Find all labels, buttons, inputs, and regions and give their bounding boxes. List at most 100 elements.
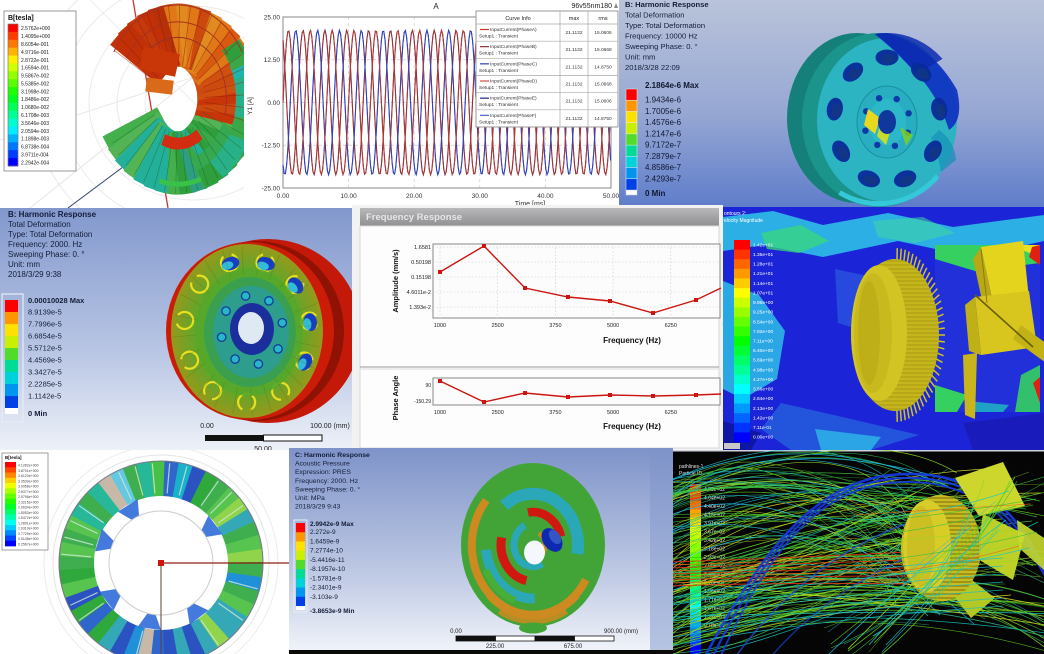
svg-text:1.8486e-002: 1.8486e-002 xyxy=(21,97,49,103)
svg-text:Setup1 : Transient: Setup1 : Transient xyxy=(479,102,519,108)
svg-text:InputCurrent(PhaseC): InputCurrent(PhaseC) xyxy=(490,61,537,67)
svg-text:Frequency (Hz): Frequency (Hz) xyxy=(603,422,661,431)
svg-text:2018/3/29 9:43: 2018/3/29 9:43 xyxy=(295,504,341,511)
svg-text:Frequency: 2000. Hz: Frequency: 2000. Hz xyxy=(295,478,359,485)
svg-text:Type: Total Deformation: Type: Total Deformation xyxy=(8,230,92,239)
svg-text:50.00: 50.00 xyxy=(254,446,272,453)
svg-text:6.40e+00: 6.40e+00 xyxy=(753,348,773,354)
svg-text:max: max xyxy=(569,16,580,22)
svg-text:5000: 5000 xyxy=(607,410,619,416)
svg-text:3.0958e+000: 3.0958e+000 xyxy=(18,485,39,489)
svg-text:9.7172e-7: 9.7172e-7 xyxy=(645,141,682,150)
svg-text:2.1864e-6 Max: 2.1864e-6 Max xyxy=(645,81,699,90)
svg-text:Particle ID: Particle ID xyxy=(679,471,702,477)
svg-text:Sweeping Phase: 0. °: Sweeping Phase: 0. ° xyxy=(8,250,85,259)
svg-text:Frequency Response: Frequency Response xyxy=(366,212,462,223)
svg-text:6.8738e-004: 6.8738e-004 xyxy=(21,145,49,151)
svg-text:15.0606: 15.0606 xyxy=(594,30,612,36)
svg-text:0.7729e+000: 0.7729e+000 xyxy=(18,532,39,536)
svg-text:900.00 (mm): 900.00 (mm) xyxy=(604,629,638,635)
svg-text:2.5796e+000: 2.5796e+000 xyxy=(18,495,39,499)
svg-text:4.9716e-001: 4.9716e-001 xyxy=(21,50,49,56)
svg-text:2500: 2500 xyxy=(492,323,504,329)
svg-text:Time [ms]: Time [ms] xyxy=(515,201,546,208)
svg-text:7.2879e-7: 7.2879e-7 xyxy=(645,152,682,161)
svg-text:0 Min: 0 Min xyxy=(645,189,666,198)
svg-text:3.9711e-004: 3.9711e-004 xyxy=(21,152,49,158)
svg-text:2.272e-9: 2.272e-9 xyxy=(310,529,336,536)
svg-text:Unit: MPa: Unit: MPa xyxy=(295,495,325,502)
svg-text:8.54e+00: 8.54e+00 xyxy=(753,319,773,325)
svg-text:21.1132: 21.1132 xyxy=(566,116,583,122)
svg-text:4.4569e-5: 4.4569e-5 xyxy=(28,356,62,365)
svg-text:7.11e+00: 7.11e+00 xyxy=(753,338,773,344)
svg-text:rms: rms xyxy=(598,16,607,22)
svg-text:Setup1 : Transient: Setup1 : Transient xyxy=(479,119,519,125)
svg-text:1.0680e-002: 1.0680e-002 xyxy=(21,105,49,111)
svg-text:-8.1957e-10: -8.1957e-10 xyxy=(310,566,345,573)
svg-text:2.9942e-9 Max: 2.9942e-9 Max xyxy=(310,521,354,528)
svg-text:Setup1 : Transient: Setup1 : Transient xyxy=(479,51,519,57)
svg-text:3.6120e+000: 3.6120e+000 xyxy=(18,474,39,478)
svg-text:InputCurrent(PhaseD): InputCurrent(PhaseD) xyxy=(490,79,537,85)
svg-text:675.00: 675.00 xyxy=(564,644,583,650)
svg-text:4.6011e-2: 4.6011e-2 xyxy=(407,290,431,296)
svg-text:10.00: 10.00 xyxy=(340,193,357,200)
svg-text:6.6854e-5: 6.6854e-5 xyxy=(28,332,62,341)
svg-text:0 Min: 0 Min xyxy=(28,409,48,418)
svg-text:3.42e+02: 3.42e+02 xyxy=(704,538,725,544)
svg-text:1.1142e-5: 1.1142e-5 xyxy=(28,392,61,401)
svg-text:2.2942e-004: 2.2942e-004 xyxy=(21,160,49,166)
svg-text:7.7996e-5: 7.7996e-5 xyxy=(28,320,62,329)
svg-text:1.4095e+000: 1.4095e+000 xyxy=(21,34,51,40)
svg-text:3.18e+02: 3.18e+02 xyxy=(704,547,725,553)
svg-text:1.42e+00: 1.42e+00 xyxy=(753,415,773,421)
svg-text:Sweeping Phase: 0. °: Sweeping Phase: 0. ° xyxy=(295,485,360,493)
svg-text:21.1132: 21.1132 xyxy=(566,30,583,36)
svg-text:7.2774e-10: 7.2774e-10 xyxy=(310,548,343,555)
svg-text:InputCurrent(PhaseF): InputCurrent(PhaseF) xyxy=(490,113,537,119)
svg-text:2.0594e-003: 2.0594e-003 xyxy=(21,129,49,135)
svg-text:2.3215e+000: 2.3215e+000 xyxy=(18,500,39,504)
svg-text:1.4576e-6: 1.4576e-6 xyxy=(645,118,682,127)
svg-text:Setup1 : Transient: Setup1 : Transient xyxy=(479,85,519,91)
svg-text:1.6594e-001: 1.6594e-001 xyxy=(21,66,49,72)
svg-text:1.2147e-6: 1.2147e-6 xyxy=(645,129,682,138)
svg-text:21.1132: 21.1132 xyxy=(566,47,583,53)
svg-text:3750: 3750 xyxy=(549,410,561,416)
svg-text:Total Deformation: Total Deformation xyxy=(625,11,685,20)
svg-text:1.5472e+000: 1.5472e+000 xyxy=(18,516,39,520)
svg-text:0.00: 0.00 xyxy=(277,193,290,200)
svg-text:7.82e+00: 7.82e+00 xyxy=(753,329,773,335)
svg-text:A: A xyxy=(433,2,439,11)
svg-text:1.1898e-003: 1.1898e-003 xyxy=(21,137,49,143)
svg-text:0.5148e+000: 0.5148e+000 xyxy=(18,537,39,541)
svg-text:9.25e+00: 9.25e+00 xyxy=(753,310,773,316)
svg-text:15.0668: 15.0668 xyxy=(594,82,612,88)
svg-text:25.00: 25.00 xyxy=(264,14,281,21)
svg-text:Setup1 : Transient: Setup1 : Transient xyxy=(479,34,519,40)
svg-text:B: Harmonic Response: B: Harmonic Response xyxy=(8,210,97,219)
svg-text:90: 90 xyxy=(425,383,431,389)
svg-text:0.50198: 0.50198 xyxy=(411,260,431,266)
svg-text:1.21e+01: 1.21e+01 xyxy=(753,271,773,277)
svg-text:50.00: 50.00 xyxy=(603,193,620,200)
svg-text:B: Harmonic Response: B: Harmonic Response xyxy=(625,0,709,9)
svg-text:9.5867e-002: 9.5867e-002 xyxy=(21,74,49,80)
svg-text:-1.5781e-9: -1.5781e-9 xyxy=(310,575,342,582)
svg-text:5000: 5000 xyxy=(607,323,619,329)
svg-text:1.14e+01: 1.14e+01 xyxy=(753,281,773,287)
svg-text:3.1998e-002: 3.1998e-002 xyxy=(21,89,49,95)
svg-text:pathlines-1: pathlines-1 xyxy=(679,464,704,470)
svg-text:3.56e+00: 3.56e+00 xyxy=(753,387,773,393)
svg-text:-3.8653e-9 Min: -3.8653e-9 Min xyxy=(310,608,354,615)
svg-text:100.00 (mm): 100.00 (mm) xyxy=(310,423,350,430)
svg-text:14.8750: 14.8750 xyxy=(594,116,612,122)
svg-text:2.93e+02: 2.93e+02 xyxy=(704,555,725,561)
svg-text:96v55nm180: 96v55nm180 xyxy=(572,3,613,10)
svg-text:Total Deformation: Total Deformation xyxy=(8,220,71,229)
svg-text:20.00: 20.00 xyxy=(406,193,423,200)
svg-text:6250: 6250 xyxy=(665,410,677,416)
svg-text:-2.3401e-9: -2.3401e-9 xyxy=(310,585,342,592)
svg-text:0.15198: 0.15198 xyxy=(411,275,431,281)
